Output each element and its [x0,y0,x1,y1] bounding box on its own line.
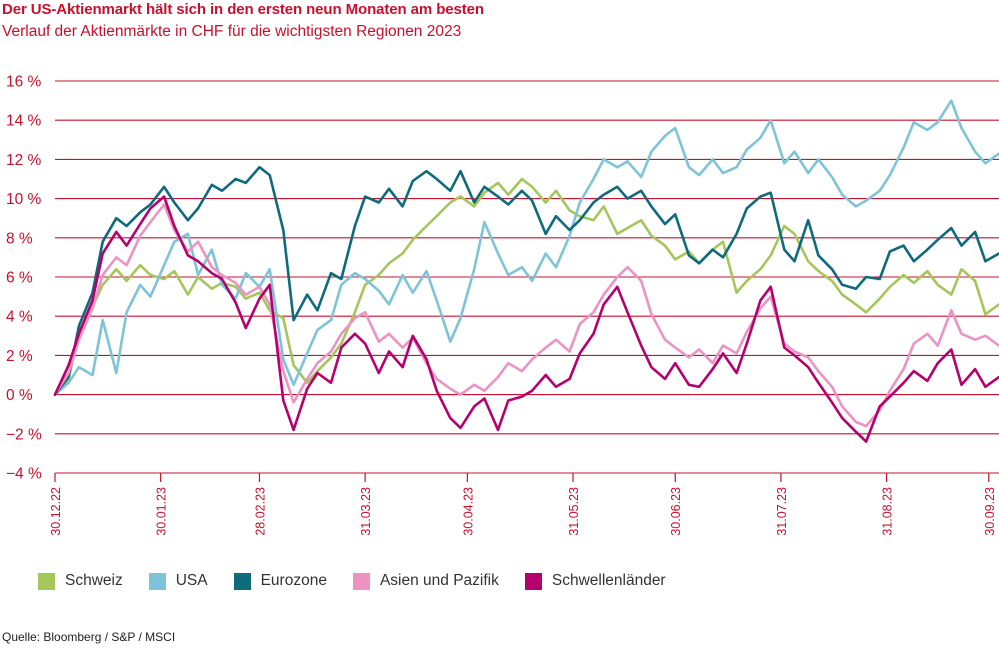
x-tick-label: 31.03.23 [359,487,373,536]
series-line-schwellenl-nder [53,195,999,443]
legend-swatch [524,572,542,590]
chart-subtitle: Verlauf der Aktienmärkte in CHF für die … [2,23,462,40]
legend-item: Schweiz [38,572,123,590]
legend-swatch [233,572,251,590]
series-line-schweiz [53,177,999,396]
source-note: Quelle: Bloomberg / S&P / MSCI [2,630,176,644]
x-tick-label: 30.04.23 [461,487,475,536]
x-tick-label: 28.02.23 [253,487,267,536]
legend-label: Eurozone [260,572,327,589]
series-lines [53,99,999,443]
x-tick-label: 30.06.23 [669,487,683,536]
y-axis-labels: −4 % −2 % 0 % 2 % 4 % 6 % 8 % 10 % 12 % 14 % 16 % [6,74,42,483]
legend-swatch [352,572,370,590]
series-line-usa [53,99,999,396]
x-tick-label: 31.07.23 [775,487,789,536]
y-tick-label: 8 % [6,230,33,247]
y-tick-label: 10 % [6,191,42,208]
y-tick-label: −2 % [6,426,42,443]
y-tick-label: 6 % [6,270,33,287]
y-tick-label: 4 % [6,309,33,326]
y-tick-label: 2 % [6,348,33,365]
series-line-asien-und-pazifik [53,203,999,428]
x-tick-label: 30.01.23 [155,487,169,536]
x-tick-label: 31.05.23 [567,487,581,536]
legend-label: USA [175,572,208,589]
gridlines [55,80,999,474]
legend-item: Schwellenländer [524,572,666,590]
y-tick-label: 16 % [6,74,42,91]
legend-label: Schweiz [65,572,123,589]
legend-label: Asien und Pazifik [379,572,499,589]
legend-swatch [38,572,55,590]
x-tick-label: 30.09.23 [983,487,997,536]
y-tick-label: 12 % [6,152,42,169]
x-tick-label: 30.12.22 [49,487,63,536]
chart-title: Der US-Aktienmarkt hält sich in den erst… [2,1,484,18]
legend-label: Schwellenländer [551,572,666,589]
legend-item: Eurozone [233,572,327,590]
x-axis: 30.12.22 30.01.23 28.02.23 31.03.23 30.04.23… [49,473,997,536]
legend-item: Asien und Pazifik [352,572,499,590]
y-tick-label: −4 % [6,466,42,483]
legend-swatch [148,572,166,590]
y-tick-label: 0 % [6,387,33,404]
series-line-eurozone [53,165,999,396]
legend-item: USA [148,572,208,590]
y-tick-label: 14 % [6,113,42,130]
legend: Schweiz USA Eurozone Asien und Pazifik Schwe… [38,572,692,590]
x-tick-label: 31.08.23 [881,487,895,536]
line-chart: −4 %−2 %0 %2 %4 %6 %8 %10 %12 %14 %16 % … [6,74,999,536]
